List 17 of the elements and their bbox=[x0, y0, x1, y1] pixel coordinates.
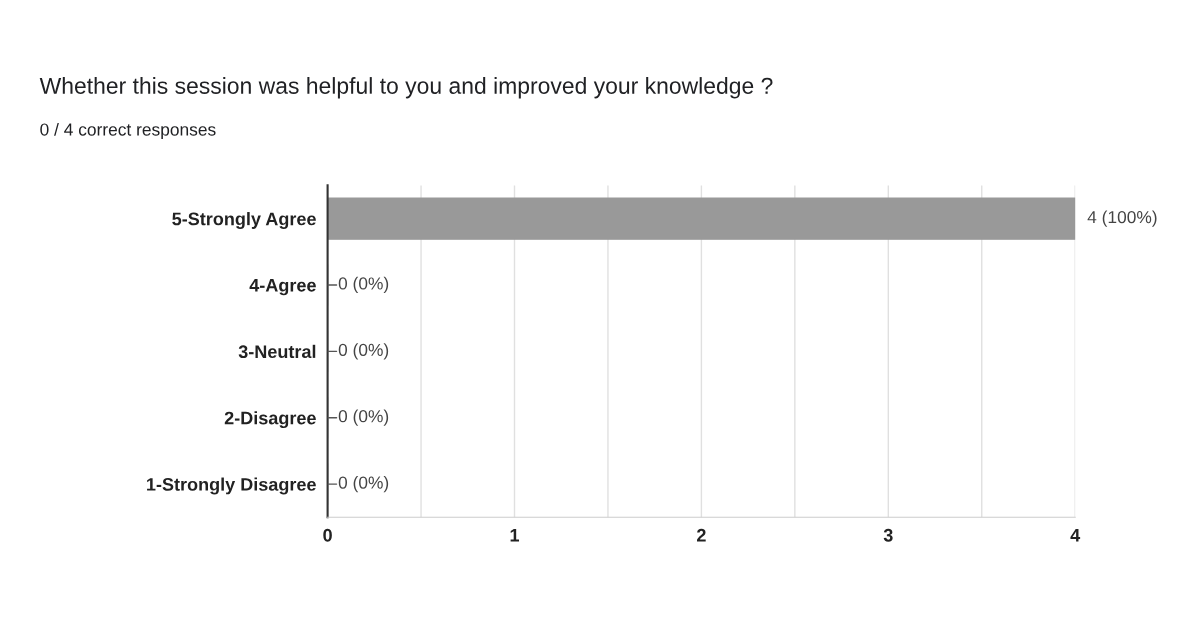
x-tick-label: 0 bbox=[323, 528, 332, 542]
x-tick-label: 1 bbox=[510, 529, 520, 542]
data-label: 0 (0%) bbox=[338, 475, 389, 493]
data-label: 4 (100%) bbox=[1087, 210, 1157, 227]
x-tick-label: 4 bbox=[1070, 529, 1081, 542]
y-tick-label: 4-Agree bbox=[249, 279, 316, 296]
y-tick-label: 2-Disagree bbox=[224, 411, 316, 429]
data-label: 0 (0%) bbox=[338, 343, 389, 360]
y-tick-label: 1-Strongly Disagree bbox=[147, 477, 316, 495]
y-tick-label: 5-Strongly Agree bbox=[172, 212, 316, 229]
text: 0 / 4 correct responses bbox=[40, 122, 216, 140]
y-tick-label: 3-Neutral bbox=[238, 344, 316, 359]
data-label: 0 (0%) bbox=[338, 276, 389, 294]
x-tick-label: 2 bbox=[697, 528, 706, 542]
x-tick-label: 3 bbox=[883, 528, 893, 542]
chart-title: Whether this session was helpful to you and improved your knowledge ? bbox=[39, 77, 773, 99]
data-label: 0 (0%) bbox=[338, 409, 389, 426]
